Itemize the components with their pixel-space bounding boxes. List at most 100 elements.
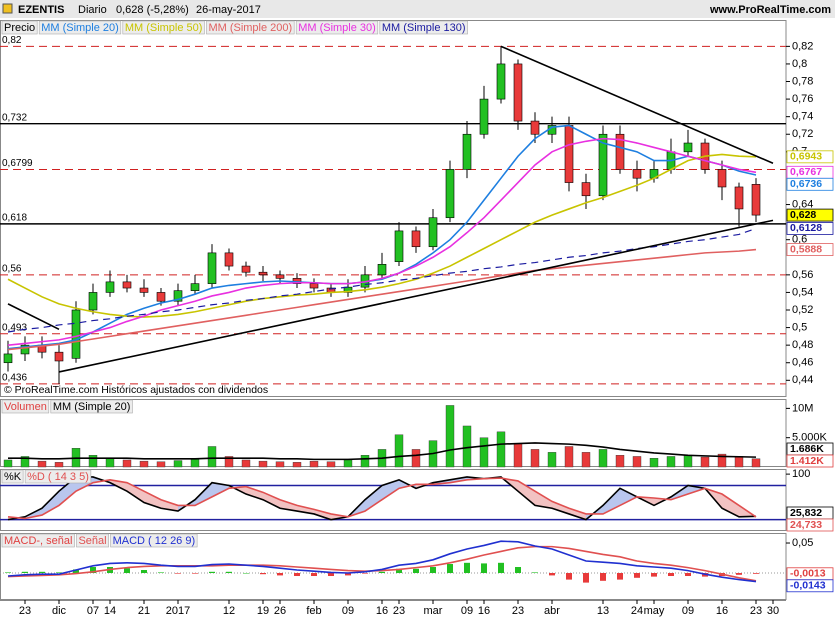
candle-body <box>564 125 574 183</box>
y-tick-label: 0,46 <box>792 357 813 369</box>
bar <box>173 460 183 468</box>
bar <box>513 443 523 468</box>
legend-label: MM (Simple 50) <box>125 22 203 34</box>
bar <box>411 449 421 468</box>
legend-label: MACD ( 12 26 9) <box>113 535 196 547</box>
bar <box>124 568 130 574</box>
bar <box>56 572 62 574</box>
trend-line <box>58 219 774 373</box>
bar <box>498 562 504 574</box>
series-line <box>7 545 757 582</box>
candle-body <box>615 133 625 170</box>
legend-box <box>379 20 468 35</box>
legend-item: %D ( 14 3 5) <box>24 469 92 484</box>
bar <box>447 564 453 574</box>
y-tick-label: 0,82 <box>792 40 813 52</box>
bar <box>547 452 557 468</box>
bar <box>481 563 487 574</box>
bar <box>566 573 572 580</box>
site: www.ProRealTime.com <box>709 4 831 16</box>
legend-item: MACD ( 12 26 9) <box>110 533 198 548</box>
legend-label: %D ( 14 3 5) <box>27 471 89 483</box>
candle-body <box>105 281 115 293</box>
legend-item: MM (Simple 50) <box>122 20 205 35</box>
bar <box>122 459 132 468</box>
oscillator-fill <box>246 486 263 500</box>
bar <box>583 573 589 583</box>
bar <box>294 573 300 577</box>
bar <box>632 456 642 468</box>
value-tag-label: 0,6128 <box>790 222 822 234</box>
value-tag-label: 0,5888 <box>790 243 822 255</box>
bar <box>396 568 402 574</box>
y-tick-label: 0,5 <box>792 321 807 333</box>
level-label: 0,732 <box>2 112 27 123</box>
bar <box>309 460 319 468</box>
trend-line <box>500 45 774 164</box>
legend-box <box>1 533 75 548</box>
series-line <box>7 248 757 351</box>
candle-body <box>275 274 285 279</box>
bar <box>651 573 657 577</box>
level-label: 0,82 <box>2 35 22 46</box>
x-tick-label: 23 <box>750 605 762 617</box>
bar <box>598 449 608 468</box>
bar <box>241 459 251 468</box>
oscillator-fill <box>144 491 161 509</box>
value-tag-label: 25,832 <box>790 507 822 519</box>
x-tick-label: may <box>644 605 665 617</box>
y-tick-label: 100 <box>792 468 810 480</box>
legend-label: MM (Simple 130) <box>382 22 466 34</box>
x-tick-label: 19 <box>257 605 269 617</box>
candle-body <box>513 63 523 122</box>
legend-item: MM (Simple 20) <box>50 399 133 414</box>
legend-box <box>76 533 109 548</box>
oscillator-fill <box>297 505 314 514</box>
legend-item: MM (Simple 200) <box>206 20 295 35</box>
oscillator-fill <box>314 509 331 520</box>
bar <box>413 568 419 574</box>
candle-body <box>173 290 183 302</box>
candle-body <box>717 169 727 188</box>
candle-body <box>683 142 693 153</box>
bar <box>105 458 115 468</box>
legend-box <box>1 469 24 484</box>
bar <box>430 567 436 574</box>
x-tick-label: 16 <box>376 605 388 617</box>
oscillator-fill <box>195 482 212 506</box>
bar <box>5 572 11 574</box>
oscillator-fill <box>569 508 586 520</box>
y-tick-label: 0,76 <box>792 93 813 105</box>
candle-body <box>445 169 455 219</box>
x-tick-label: 23 <box>512 605 524 617</box>
candle-body <box>462 133 472 170</box>
legend-box <box>24 469 92 484</box>
y-tick-label: 0,6 <box>792 234 807 246</box>
candle-body <box>190 283 200 291</box>
bar <box>753 573 759 574</box>
bar <box>666 456 676 468</box>
bar <box>156 461 166 468</box>
value-tag-label: 24,733 <box>790 519 822 531</box>
header-bar <box>0 0 835 18</box>
bar <box>275 461 285 468</box>
legend-item: %K <box>1 469 24 484</box>
oscillator-fill <box>552 501 569 514</box>
panel-frame <box>0 20 787 397</box>
bar <box>617 573 623 580</box>
candle-body <box>734 186 744 210</box>
bar <box>277 573 283 576</box>
candle-body <box>496 63 506 100</box>
series-line <box>7 477 757 520</box>
panel-frame <box>0 469 787 531</box>
bar <box>564 446 574 468</box>
bar <box>362 573 368 574</box>
x-tick-label: feb <box>306 605 321 617</box>
legend-box <box>1 20 38 35</box>
quote: 0,628 (-5,28%) <box>116 4 189 16</box>
y-tick-label: 0,72 <box>792 128 813 140</box>
bar <box>207 446 217 468</box>
value-tag-label: 0,6767 <box>790 166 822 178</box>
candle-body <box>88 292 98 311</box>
